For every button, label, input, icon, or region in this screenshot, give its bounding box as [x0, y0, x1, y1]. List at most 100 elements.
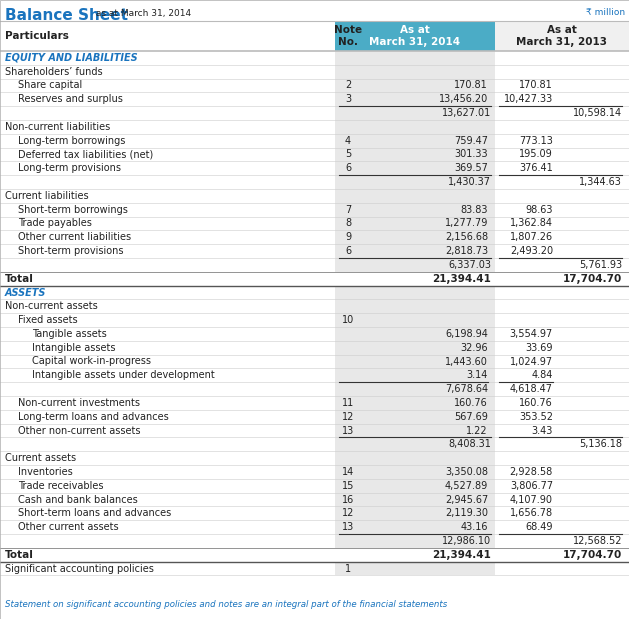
Text: 1,277.79: 1,277.79 — [445, 219, 488, 228]
Bar — [335, 520, 495, 534]
Text: 6,198.94: 6,198.94 — [445, 329, 488, 339]
Bar — [335, 438, 495, 451]
Bar — [495, 300, 629, 313]
Text: 8: 8 — [345, 219, 351, 228]
Bar — [495, 285, 629, 300]
Bar — [335, 451, 495, 465]
Bar — [495, 258, 629, 272]
Bar — [495, 465, 629, 479]
Text: Intangible assets under development: Intangible assets under development — [32, 370, 214, 380]
Text: As at
March 31, 2013: As at March 31, 2013 — [516, 25, 608, 47]
Text: 369.57: 369.57 — [454, 163, 488, 173]
Text: 3: 3 — [345, 94, 351, 104]
Text: 759.47: 759.47 — [454, 136, 488, 145]
Text: 4,107.90: 4,107.90 — [510, 495, 553, 504]
Text: 68.49: 68.49 — [525, 522, 553, 532]
Bar — [495, 203, 629, 217]
Bar — [495, 147, 629, 162]
Text: 83.83: 83.83 — [460, 205, 488, 215]
Text: 2,818.73: 2,818.73 — [445, 246, 488, 256]
Bar — [495, 313, 629, 327]
Bar — [495, 479, 629, 493]
Text: 2,945.67: 2,945.67 — [445, 495, 488, 504]
Text: Inventories: Inventories — [18, 467, 73, 477]
Bar — [335, 355, 495, 368]
Text: 98.63: 98.63 — [525, 205, 553, 215]
Text: Non-current liabilities: Non-current liabilities — [5, 122, 110, 132]
Text: 1,344.63: 1,344.63 — [579, 177, 622, 187]
Text: 33.69: 33.69 — [525, 343, 553, 353]
Text: 376.41: 376.41 — [520, 163, 553, 173]
Text: 7,678.64: 7,678.64 — [445, 384, 488, 394]
Text: 1,362.84: 1,362.84 — [510, 219, 553, 228]
Text: 1,430.37: 1,430.37 — [448, 177, 491, 187]
Text: Short-term borrowings: Short-term borrowings — [18, 205, 128, 215]
Text: 13,456.20: 13,456.20 — [439, 94, 488, 104]
Bar — [495, 423, 629, 438]
Text: 21,394.41: 21,394.41 — [432, 550, 491, 560]
Bar — [495, 506, 629, 520]
Bar — [495, 65, 629, 79]
Text: 1.22: 1.22 — [466, 425, 488, 436]
Text: 2,928.58: 2,928.58 — [509, 467, 553, 477]
Text: Trade receivables: Trade receivables — [18, 481, 104, 491]
Bar — [335, 410, 495, 423]
Text: Tangible assets: Tangible assets — [32, 329, 107, 339]
Text: 6: 6 — [345, 163, 351, 173]
Text: 17,704.70: 17,704.70 — [563, 550, 622, 560]
Bar — [0, 272, 629, 285]
Text: Fixed assets: Fixed assets — [18, 315, 77, 325]
Text: Short-term provisions: Short-term provisions — [18, 246, 123, 256]
Text: Trade payables: Trade payables — [18, 219, 92, 228]
Text: 3,554.97: 3,554.97 — [509, 329, 553, 339]
Text: Non-current investments: Non-current investments — [18, 398, 140, 408]
Bar — [335, 175, 495, 189]
Bar — [335, 423, 495, 438]
Text: 1,443.60: 1,443.60 — [445, 357, 488, 366]
Bar — [335, 230, 495, 245]
Text: Note
No.: Note No. — [334, 25, 362, 47]
Bar — [495, 21, 629, 51]
Text: Current liabilities: Current liabilities — [5, 191, 89, 201]
Text: 1,024.97: 1,024.97 — [510, 357, 553, 366]
Text: 10: 10 — [342, 315, 354, 325]
Bar — [0, 548, 629, 561]
Text: Statement on significant accounting policies and notes are an integral part of t: Statement on significant accounting poli… — [5, 600, 447, 609]
Text: 3.14: 3.14 — [467, 370, 488, 380]
Text: 567.69: 567.69 — [454, 412, 488, 422]
Text: 5,761.93: 5,761.93 — [579, 260, 622, 270]
Bar — [335, 79, 495, 92]
Bar — [335, 120, 495, 134]
Text: ₹ million: ₹ million — [586, 8, 625, 17]
Text: Cash and bank balances: Cash and bank balances — [18, 495, 138, 504]
Text: ASSETS: ASSETS — [5, 287, 47, 298]
Bar — [495, 189, 629, 203]
Text: Other current assets: Other current assets — [18, 522, 119, 532]
Text: Particulars: Particulars — [5, 31, 69, 41]
Text: 160.76: 160.76 — [454, 398, 488, 408]
Text: Capital work-in-progress: Capital work-in-progress — [32, 357, 151, 366]
Text: 353.52: 353.52 — [519, 412, 553, 422]
Text: As at
March 31, 2014: As at March 31, 2014 — [369, 25, 460, 47]
Bar — [335, 493, 495, 506]
Text: Total: Total — [5, 274, 34, 284]
Text: 21,394.41: 21,394.41 — [432, 274, 491, 284]
Bar — [495, 493, 629, 506]
Bar — [335, 203, 495, 217]
Bar — [495, 396, 629, 410]
Text: 12,986.10: 12,986.10 — [442, 536, 491, 546]
Bar — [495, 245, 629, 258]
Bar — [495, 175, 629, 189]
Bar — [495, 51, 629, 65]
Text: Short-term loans and advances: Short-term loans and advances — [18, 508, 171, 518]
Text: 2,119.30: 2,119.30 — [445, 508, 488, 518]
Text: 13,627.01: 13,627.01 — [442, 108, 491, 118]
Bar — [335, 506, 495, 520]
Bar — [335, 189, 495, 203]
Text: Share capital: Share capital — [18, 80, 82, 90]
Bar — [495, 162, 629, 175]
Text: 170.81: 170.81 — [520, 80, 553, 90]
Text: 12: 12 — [342, 412, 354, 422]
Text: 4: 4 — [345, 136, 351, 145]
Text: 2: 2 — [345, 80, 351, 90]
